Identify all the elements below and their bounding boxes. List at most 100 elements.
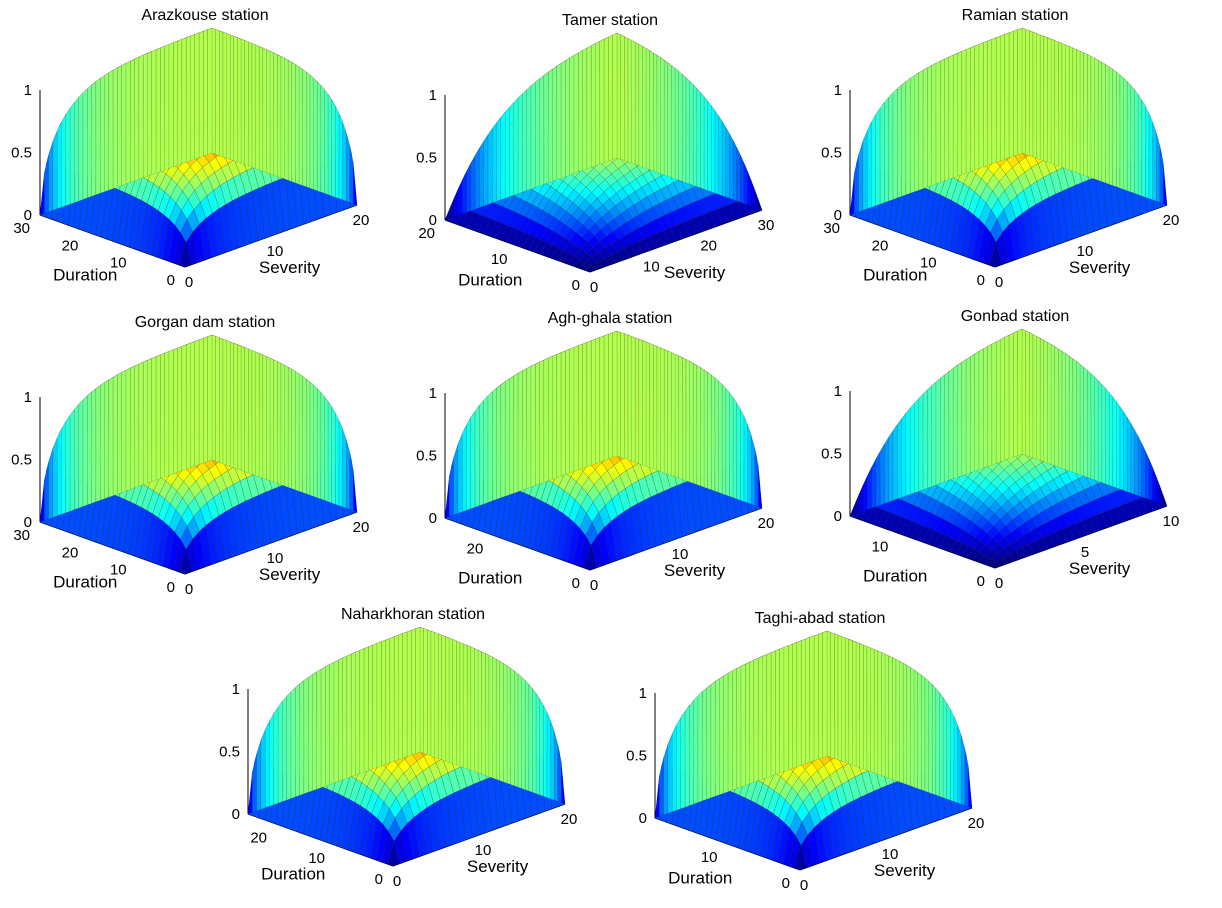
duration-edge-wall (122, 370, 126, 492)
duration-edge-wall (66, 108, 70, 206)
duration-axis-label: Duration (863, 566, 927, 585)
severity-edge-wall (657, 346, 661, 471)
severity-edge-wall (335, 106, 339, 199)
duration-edge-wall (854, 155, 858, 214)
duration-edge-wall (1018, 329, 1022, 456)
duration-edge-wall (505, 379, 509, 497)
duration-edge-wall (557, 63, 561, 179)
duration-edge-wall (1009, 31, 1013, 158)
duration-edge-wall (880, 444, 884, 505)
duration-edge-wall (953, 53, 957, 178)
duration-edge-wall (1013, 331, 1017, 457)
severity-edge-wall (1084, 53, 1088, 177)
severity-edge-wall (1044, 340, 1048, 463)
duration-edge-wall (548, 356, 552, 481)
duration-edge-wall (87, 85, 91, 198)
duration-edge-wall (975, 351, 979, 471)
duration-edge-wall (587, 46, 591, 169)
duration-edge-wall (518, 94, 522, 194)
duration-edge-wall (574, 346, 578, 472)
duration-edge-wall (604, 37, 608, 163)
surface (850, 329, 1167, 568)
severity-tick-label: 0 (185, 274, 193, 291)
duration-edge-wall (79, 93, 83, 201)
duration-edge-wall (1005, 335, 1009, 460)
severity-edge-wall (332, 407, 336, 505)
duration-edge-wall (100, 76, 104, 194)
severity-edge-wall (708, 372, 712, 490)
severity-edge-wall (343, 122, 347, 201)
duration-edge-wall (583, 48, 587, 170)
severity-edge-wall (1098, 60, 1102, 181)
duration-edge-wall (578, 344, 582, 470)
severity-edge-wall (1066, 354, 1070, 471)
severity-edge-wall (1091, 56, 1095, 179)
duration-edge-wall (906, 78, 910, 194)
duration-edge-wall (872, 115, 876, 208)
severity-edge-wall (1040, 35, 1044, 161)
severity-edge-wall (314, 78, 318, 191)
duration-edge-wall (160, 46, 164, 172)
duration-edge-wall (578, 50, 582, 171)
severity-edge-wall (303, 69, 307, 187)
severity-edge-wall (1113, 397, 1117, 488)
severity-edge-wall (256, 352, 260, 477)
severity-edge-wall (1113, 69, 1117, 187)
severity-edge-wall (668, 63, 672, 178)
severity-edge-wall (1116, 402, 1120, 490)
duration-edge-wall (535, 79, 539, 188)
duration-edge-wall (182, 38, 186, 164)
duration-edge-wall (53, 438, 57, 518)
severity-edge-wall (1051, 344, 1055, 465)
severity-edge-wall (675, 68, 679, 180)
duration-edge-wall (966, 357, 970, 475)
duration-edge-wall (979, 43, 983, 169)
surface (445, 33, 762, 272)
severity-edge-wall (693, 363, 697, 484)
duration-edge-wall (139, 55, 143, 179)
duration-edge-wall (608, 333, 612, 460)
severity-edge-wall (1160, 145, 1164, 204)
duration-edge-wall (927, 65, 931, 187)
duration-edge-wall (604, 334, 608, 461)
duration-edge-wall (1001, 34, 1005, 160)
severity-edge-wall (1055, 347, 1059, 467)
severity-edge-wall (697, 88, 701, 188)
severity-edge-wall (288, 60, 292, 181)
duration-edge-wall (936, 61, 940, 184)
severity-tick-label: 0 (995, 274, 1003, 291)
severity-tick-label: 30 (758, 217, 775, 234)
severity-edge-wall (1131, 423, 1135, 494)
duration-edge-wall (454, 444, 458, 515)
duration-edge-wall (148, 51, 152, 176)
duration-tick-label: 30 (823, 220, 840, 237)
duration-edge-wall (522, 368, 526, 490)
z-tick-label: 0.5 (11, 452, 32, 469)
duration-edge-wall (548, 69, 552, 183)
severity-edge-wall (1044, 36, 1048, 162)
severity-axis-label: Severity (1069, 258, 1131, 277)
duration-tick-label: 20 (62, 237, 79, 254)
severity-edge-wall (1102, 384, 1106, 484)
severity-edge-wall (664, 60, 668, 176)
duration-edge-wall (49, 141, 53, 212)
duration-edge-wall (970, 354, 974, 473)
severity-tick-label: 0 (590, 577, 598, 594)
duration-edge-wall (859, 141, 863, 212)
severity-edge-wall (237, 38, 241, 164)
severity-edge-wall (1087, 370, 1091, 478)
severity-edge-wall (715, 378, 719, 493)
severity-edge-wall (675, 354, 679, 478)
severity-edge-wall (621, 332, 625, 458)
severity-edge-wall (248, 42, 252, 168)
duration-edge-wall (203, 30, 207, 157)
severity-edge-wall (263, 48, 267, 173)
duration-edge-wall (467, 418, 471, 511)
duration-edge-wall (596, 337, 600, 463)
severity-edge-wall (1033, 334, 1037, 459)
severity-edge-wall (617, 331, 621, 457)
